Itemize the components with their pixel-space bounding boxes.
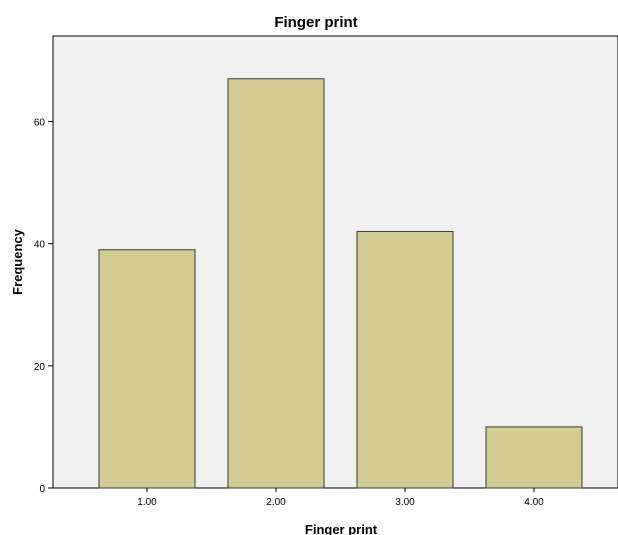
x-tick-label: 2.00: [266, 497, 286, 508]
x-tick-label: 4.00: [524, 497, 544, 508]
y-tick-label: 60: [34, 118, 46, 129]
x-axis-label: Finger print: [305, 522, 378, 535]
y-axis: 0 20 40 60: [34, 118, 53, 495]
y-tick-label: 0: [39, 484, 45, 495]
y-tick-label: 40: [34, 240, 46, 251]
y-tick-label: 20: [34, 362, 46, 373]
x-tick-label: 3.00: [395, 497, 415, 508]
bar-4: [485, 426, 583, 489]
bar-3: [356, 230, 454, 489]
bar-2: [227, 78, 325, 489]
x-tick-label: 1.00: [137, 497, 157, 508]
y-axis-label: Frequency: [10, 228, 25, 295]
x-axis: 1.00 2.00 3.00 4.00: [137, 488, 544, 508]
chart-title: Finger print: [274, 14, 357, 31]
bar-1: [98, 249, 196, 489]
